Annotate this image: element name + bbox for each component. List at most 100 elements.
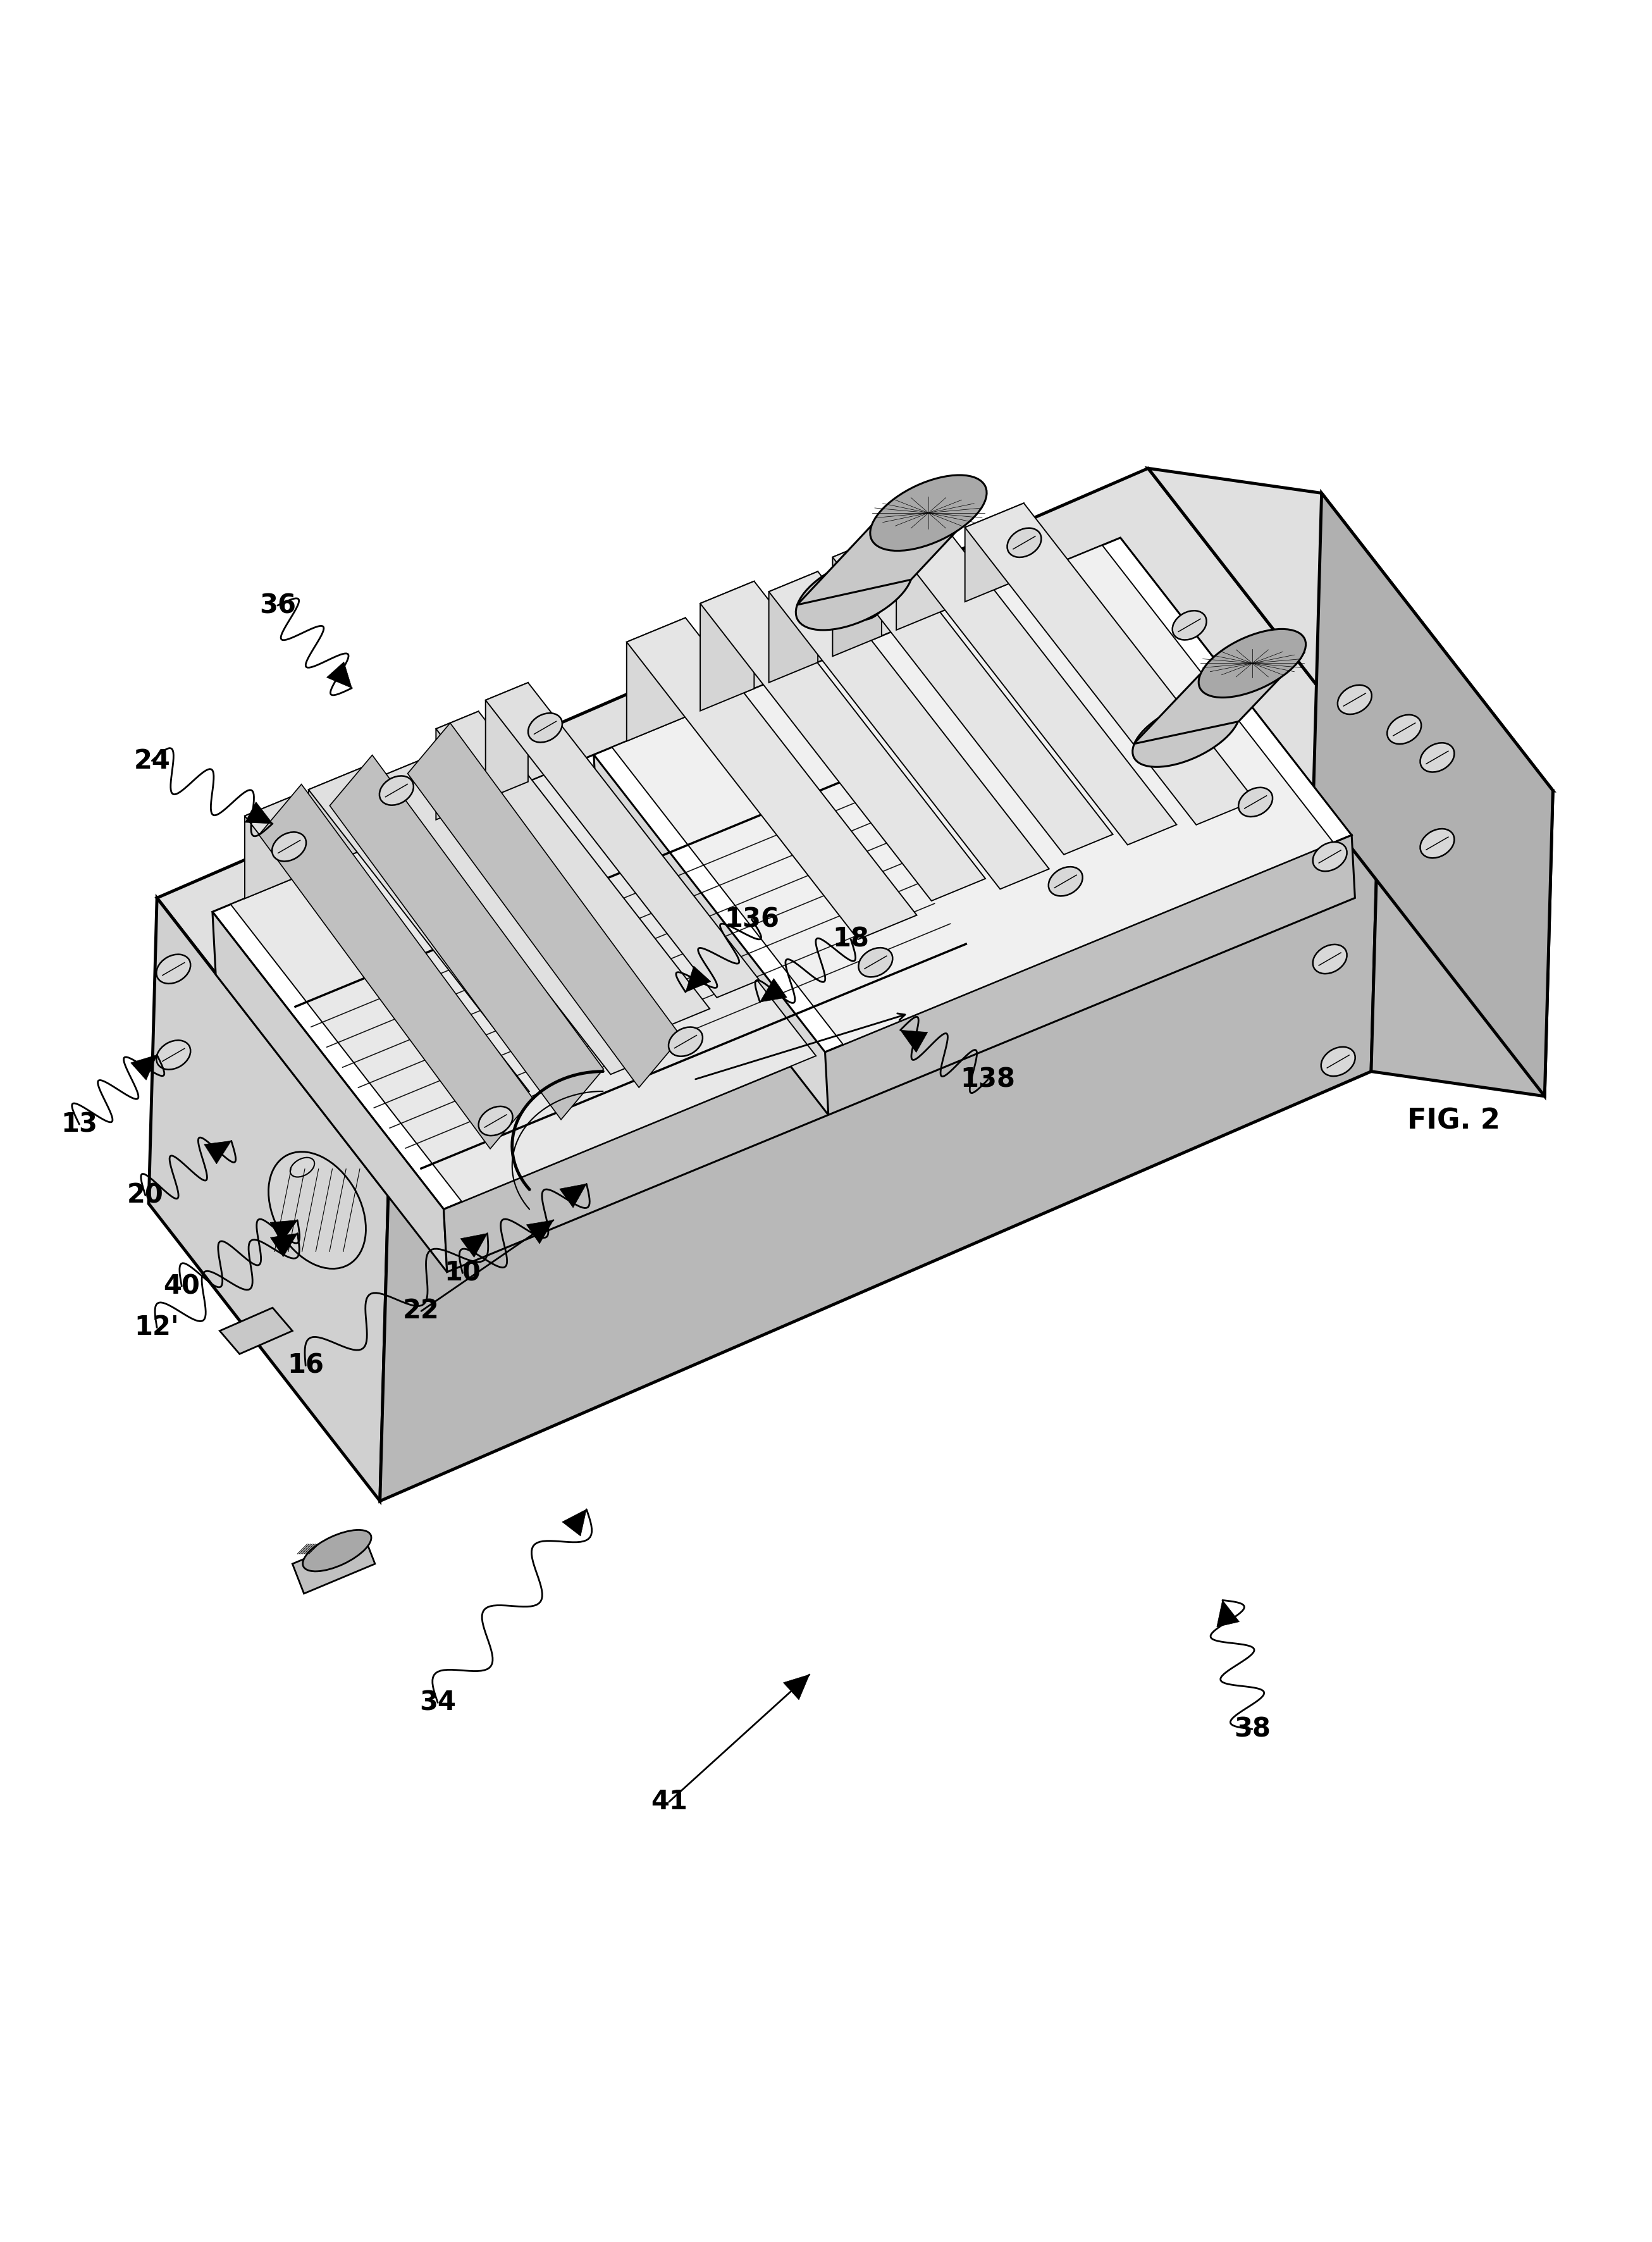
Polygon shape [486,682,760,998]
Ellipse shape [1313,944,1346,973]
Text: 22: 22 [403,1298,439,1325]
Polygon shape [157,469,1379,1195]
Polygon shape [327,661,352,688]
Polygon shape [593,756,828,1114]
Ellipse shape [1338,686,1371,715]
Polygon shape [380,756,661,1074]
Text: 40: 40 [164,1273,200,1300]
Polygon shape [783,1675,809,1699]
Polygon shape [626,619,686,742]
Polygon shape [700,581,753,711]
Polygon shape [309,767,593,1087]
Polygon shape [897,527,945,630]
Polygon shape [444,834,1355,1271]
Polygon shape [292,1534,375,1594]
Ellipse shape [1388,715,1421,744]
Ellipse shape [302,1529,372,1572]
Polygon shape [700,581,985,901]
Ellipse shape [1008,529,1041,558]
Text: 138: 138 [960,1067,1016,1094]
Polygon shape [965,502,1256,825]
Polygon shape [768,572,818,682]
Ellipse shape [291,1157,314,1177]
Ellipse shape [796,554,912,630]
Text: 24: 24 [134,747,170,773]
Polygon shape [833,536,882,657]
Text: 13: 13 [61,1112,97,1137]
Text: 10: 10 [444,1260,481,1287]
Ellipse shape [529,713,562,742]
Text: 20: 20 [127,1182,164,1208]
Polygon shape [626,619,917,939]
Ellipse shape [273,832,306,861]
Polygon shape [461,1233,487,1258]
Polygon shape [436,711,710,1027]
Text: 41: 41 [651,1789,687,1816]
Polygon shape [330,756,603,1119]
Ellipse shape [1421,830,1454,859]
Text: 38: 38 [1234,1715,1270,1742]
Polygon shape [768,572,1049,890]
Polygon shape [244,803,273,823]
Polygon shape [897,527,1176,845]
Polygon shape [271,1233,297,1258]
Polygon shape [213,912,448,1271]
Polygon shape [560,1184,586,1208]
Text: 36: 36 [259,592,296,619]
Text: 136: 136 [724,906,780,933]
Polygon shape [271,1220,297,1242]
Ellipse shape [1239,787,1272,816]
Ellipse shape [1173,610,1206,639]
Ellipse shape [669,1027,702,1056]
Ellipse shape [157,955,190,984]
Polygon shape [486,682,529,800]
Polygon shape [244,794,529,1114]
Ellipse shape [157,1040,190,1069]
Ellipse shape [1322,1047,1355,1076]
Polygon shape [436,711,479,821]
Ellipse shape [1313,843,1346,872]
Polygon shape [131,1056,157,1081]
Polygon shape [1218,1601,1239,1628]
Polygon shape [900,1029,928,1051]
Polygon shape [149,899,388,1502]
Polygon shape [309,767,362,872]
Polygon shape [408,722,681,1087]
Polygon shape [244,794,297,899]
Polygon shape [213,538,1351,1208]
Polygon shape [1371,767,1553,1096]
Polygon shape [562,1509,586,1536]
Text: 34: 34 [420,1690,456,1715]
Polygon shape [1313,493,1553,1096]
Ellipse shape [269,1152,365,1269]
Ellipse shape [380,776,413,805]
Polygon shape [760,978,786,1002]
Ellipse shape [871,475,986,552]
Polygon shape [527,1220,553,1244]
Polygon shape [205,1141,231,1164]
Polygon shape [686,966,710,993]
Ellipse shape [1421,742,1454,771]
Ellipse shape [1049,868,1082,897]
Polygon shape [380,767,1379,1502]
Text: 18: 18 [833,926,869,953]
Text: 16: 16 [287,1352,324,1379]
Polygon shape [1133,652,1305,744]
Ellipse shape [1133,700,1239,767]
Polygon shape [259,785,532,1148]
Ellipse shape [851,592,884,621]
Polygon shape [798,500,985,605]
Ellipse shape [1199,630,1305,697]
Text: FIG. 2: FIG. 2 [1408,1108,1500,1134]
Polygon shape [380,756,430,843]
Polygon shape [1148,469,1553,791]
Text: 12': 12' [134,1314,180,1341]
Polygon shape [965,502,1024,601]
Polygon shape [833,536,1113,854]
Polygon shape [231,758,816,1202]
Ellipse shape [479,1105,512,1137]
Polygon shape [611,545,1333,1045]
Ellipse shape [1231,641,1264,670]
Polygon shape [220,1307,292,1354]
Ellipse shape [859,948,892,978]
